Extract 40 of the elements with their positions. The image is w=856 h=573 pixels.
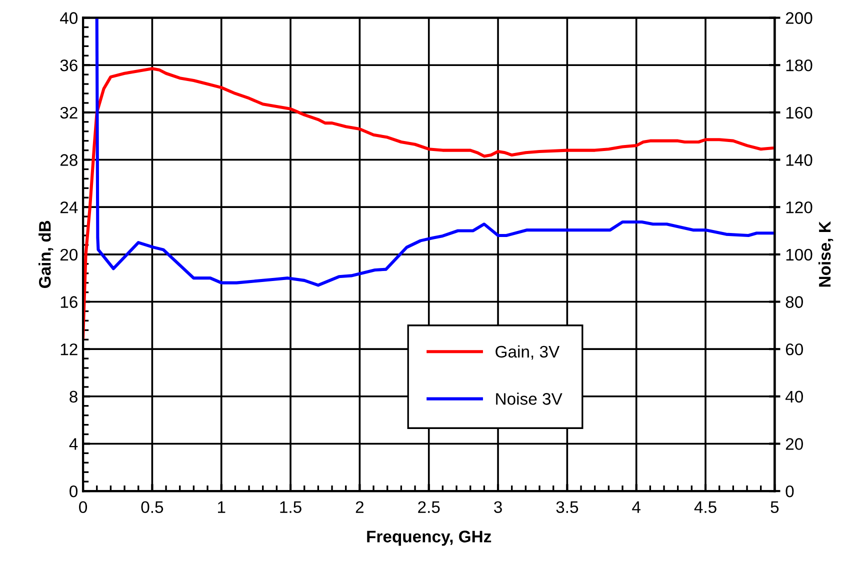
y2-tick-label: 200: [786, 12, 812, 24]
legend-label: Noise 3V: [496, 392, 562, 405]
x-tick-label: 3.5: [556, 501, 578, 514]
y-tick-label: 24: [60, 201, 78, 214]
y2-tick-label: 140: [786, 154, 812, 166]
y-tick-label: 20: [60, 248, 78, 261]
y2-tick-label: 0: [786, 485, 794, 498]
y-tick-label: 16: [60, 296, 78, 308]
x-tick-label: 4: [632, 501, 640, 513]
y2-tick-label: 100: [786, 248, 812, 261]
y2-axis-title: Noise, K: [818, 221, 834, 287]
y-tick-label: 0: [70, 485, 78, 498]
y-tick-label: 4: [69, 438, 78, 450]
x-tick-label: 1: [218, 501, 226, 513]
y-tick-label: 36: [60, 59, 78, 72]
y-tick-label: 12: [60, 343, 78, 356]
x-tick-label: 2: [356, 501, 364, 513]
x-tick-label: 0.5: [141, 501, 164, 514]
y2-tick-label: 40: [785, 390, 803, 403]
x-tick-label: 0: [79, 501, 88, 514]
line-series: [95, 18, 775, 287]
line-series: [83, 67, 775, 339]
y-tick-label: 8: [70, 390, 78, 403]
x-tick-label: 4.5: [694, 501, 716, 514]
y2-tick-label: 60: [786, 343, 803, 356]
legend-label: Gain, 3V: [496, 345, 560, 360]
x-axis-title: Frequency, GHz: [367, 530, 492, 546]
y-tick-label: 40: [60, 12, 78, 24]
y-tick-label: 28: [60, 154, 78, 166]
y-axis-title: Gain, dB: [38, 220, 54, 288]
y2-tick-label: 80: [786, 296, 803, 308]
x-tick-label: 5: [770, 501, 779, 514]
x-tick-label: 2.5: [418, 501, 440, 514]
x-tick-label: 3: [494, 501, 502, 514]
x-tick-label: 1.5: [280, 501, 302, 514]
y2-tick-label: 180: [786, 59, 812, 72]
y2-tick-label: 120: [786, 201, 812, 214]
y-tick-label: 32: [60, 106, 78, 119]
y2-tick-label: 160: [786, 106, 812, 119]
y2-tick-label: 20: [786, 438, 803, 450]
